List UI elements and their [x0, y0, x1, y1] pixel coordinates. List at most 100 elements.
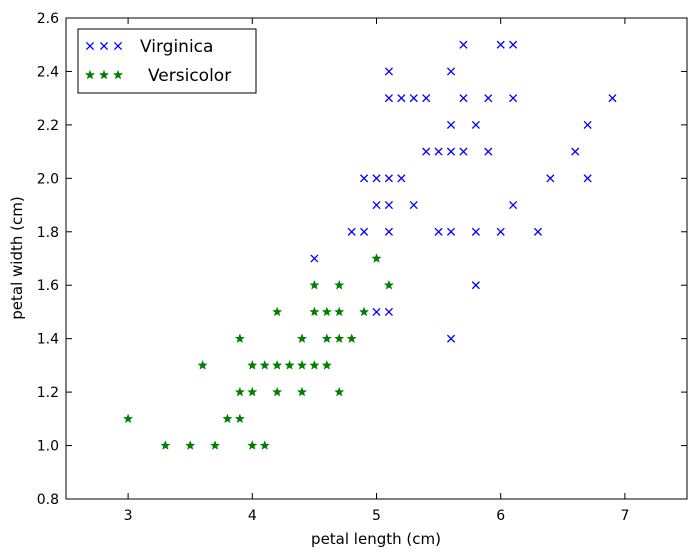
point-versicolor — [371, 253, 382, 263]
point-virginica — [372, 200, 381, 210]
y-tick-label: 1.2 — [37, 385, 59, 401]
point-versicolor — [247, 386, 258, 397]
point-virginica — [384, 227, 393, 236]
point-versicolor — [234, 386, 245, 397]
legend-sample-marker — [99, 41, 109, 51]
point-virginica — [583, 174, 592, 183]
legend-sample-marker — [113, 41, 123, 51]
point-virginica — [409, 94, 418, 103]
axis-ticks: 3 4 5 6 7 0.8 1.0 1.2 1.4 1.6 1.8 2.0 2.2 2.4 2.6 — [37, 11, 687, 524]
point-virginica — [384, 94, 393, 103]
legend-label-virginica: Virginica — [140, 37, 213, 57]
point-virginica — [372, 174, 381, 183]
y-tick-label: 0.8 — [37, 492, 59, 508]
point-virginica — [446, 334, 456, 343]
point-versicolor — [383, 279, 394, 290]
point-versicolor — [234, 413, 245, 424]
point-virginica — [384, 200, 393, 210]
point-versicolor — [197, 360, 208, 370]
point-versicolor — [284, 360, 295, 370]
point-virginica — [484, 147, 493, 156]
point-versicolor — [272, 386, 283, 397]
point-versicolor — [334, 306, 345, 317]
point-virginica — [583, 120, 592, 129]
legend-box — [77, 28, 257, 94]
point-versicolor — [297, 360, 307, 370]
x-tick-label: 6 — [496, 508, 505, 524]
legend: Virginica Versicolor — [77, 28, 257, 94]
point-versicolor — [321, 306, 332, 317]
point-virginica — [471, 281, 480, 290]
point-virginica — [608, 94, 617, 103]
y-tick-label: 1.0 — [37, 439, 59, 455]
point-virginica — [434, 227, 443, 236]
point-versicolor — [259, 360, 270, 370]
point-virginica — [546, 174, 555, 183]
point-virginica — [471, 120, 480, 129]
point-versicolor — [321, 333, 332, 343]
point-versicolor — [272, 306, 283, 317]
point-virginica — [496, 40, 505, 49]
point-versicolor — [359, 306, 370, 317]
legend-marker-versicolor — [85, 69, 123, 80]
point-virginica — [509, 40, 518, 49]
point-versicolor — [222, 413, 233, 424]
point-versicolor — [346, 333, 357, 343]
x-tick-label: 7 — [620, 508, 629, 524]
x-tick-label: 4 — [248, 508, 257, 524]
plot-marks — [123, 40, 617, 450]
y-tick-label: 1.8 — [37, 225, 59, 241]
point-virginica — [446, 147, 456, 156]
point-virginica — [397, 94, 406, 103]
legend-sample-marker — [85, 41, 95, 51]
point-virginica — [310, 254, 319, 263]
y-tick-label: 2.2 — [37, 118, 59, 134]
point-versicolor — [309, 279, 320, 290]
point-versicolor — [259, 440, 270, 450]
point-versicolor — [210, 440, 221, 450]
point-virginica — [409, 200, 418, 210]
point-virginica — [459, 40, 468, 49]
point-virginica — [571, 147, 580, 156]
point-versicolor — [123, 413, 134, 424]
point-versicolor — [160, 440, 171, 450]
point-versicolor — [309, 360, 320, 370]
point-virginica — [384, 67, 393, 76]
point-virginica — [446, 67, 456, 76]
point-versicolor — [247, 360, 258, 370]
point-versicolor — [247, 440, 258, 450]
point-virginica — [347, 227, 356, 236]
point-virginica — [360, 174, 369, 183]
point-virginica — [360, 227, 369, 236]
point-versicolor — [334, 386, 345, 397]
point-versicolor — [297, 333, 307, 343]
point-versicolor — [334, 279, 345, 290]
legend-sample-marker — [113, 69, 123, 80]
point-versicolor — [297, 386, 307, 397]
legend-sample-marker — [85, 69, 95, 80]
point-virginica — [496, 227, 505, 236]
point-virginica — [509, 200, 518, 210]
y-tick-label: 1.6 — [37, 278, 59, 294]
point-versicolor — [321, 360, 332, 370]
point-virginica — [434, 147, 443, 156]
point-versicolor — [234, 333, 245, 343]
point-versicolor — [309, 306, 320, 317]
x-axis-label: petal length (cm) — [311, 530, 441, 548]
point-virginica — [459, 147, 468, 156]
point-virginica — [446, 120, 456, 129]
point-virginica — [384, 174, 393, 183]
point-virginica — [471, 227, 480, 236]
legend-marker-virginica — [85, 41, 123, 51]
y-tick-label: 2.0 — [37, 171, 59, 187]
point-virginica — [372, 307, 381, 317]
point-virginica — [384, 307, 393, 317]
x-tick-label: 5 — [372, 508, 381, 524]
point-virginica — [484, 94, 493, 103]
y-tick-label: 2.6 — [37, 11, 59, 27]
legend-label-versicolor: Versicolor — [148, 66, 231, 86]
x-tick-label: 3 — [124, 508, 133, 524]
point-virginica — [422, 94, 431, 103]
point-versicolor — [334, 333, 345, 343]
